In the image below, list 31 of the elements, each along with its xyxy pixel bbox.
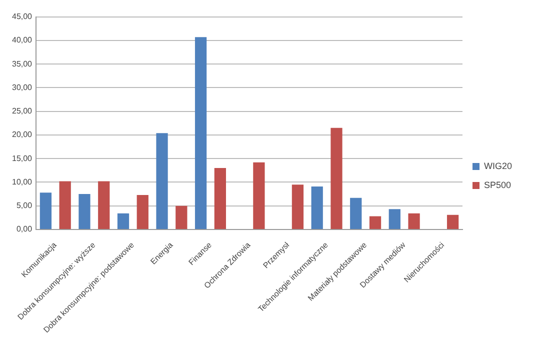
- y-tick-label: 20,00: [12, 130, 33, 140]
- bar: [59, 181, 71, 229]
- legend-label: WIG20: [484, 160, 512, 171]
- y-tick-label: 0,00: [16, 224, 33, 234]
- bar: [214, 168, 226, 229]
- y-tick-label: 5,00: [16, 201, 33, 210]
- bar: [330, 128, 342, 229]
- bar: [388, 209, 400, 229]
- bar: [311, 186, 323, 229]
- bar: [176, 206, 188, 229]
- y-tick-label: 15,00: [12, 154, 33, 163]
- y-tick-label: 35,00: [12, 59, 33, 68]
- legend-label: SP500: [484, 180, 512, 190]
- bar: [253, 162, 265, 229]
- bar: [78, 194, 90, 229]
- bar: [292, 184, 304, 229]
- y-tick-label: 45,00: [12, 12, 33, 22]
- bar: [408, 213, 420, 229]
- bar: [117, 213, 130, 229]
- bar: [98, 181, 110, 229]
- y-tick-label: 25,00: [12, 106, 33, 116]
- bar: [136, 194, 148, 229]
- bar: [194, 37, 207, 229]
- y-tick-label: 30,00: [12, 82, 33, 92]
- bar: [369, 216, 382, 229]
- y-tick-label: 40,00: [12, 36, 33, 45]
- bar: [350, 198, 362, 229]
- bar: [156, 133, 168, 229]
- y-tick-label: 10,00: [12, 177, 33, 186]
- bar: [40, 192, 52, 229]
- bar: [446, 214, 459, 229]
